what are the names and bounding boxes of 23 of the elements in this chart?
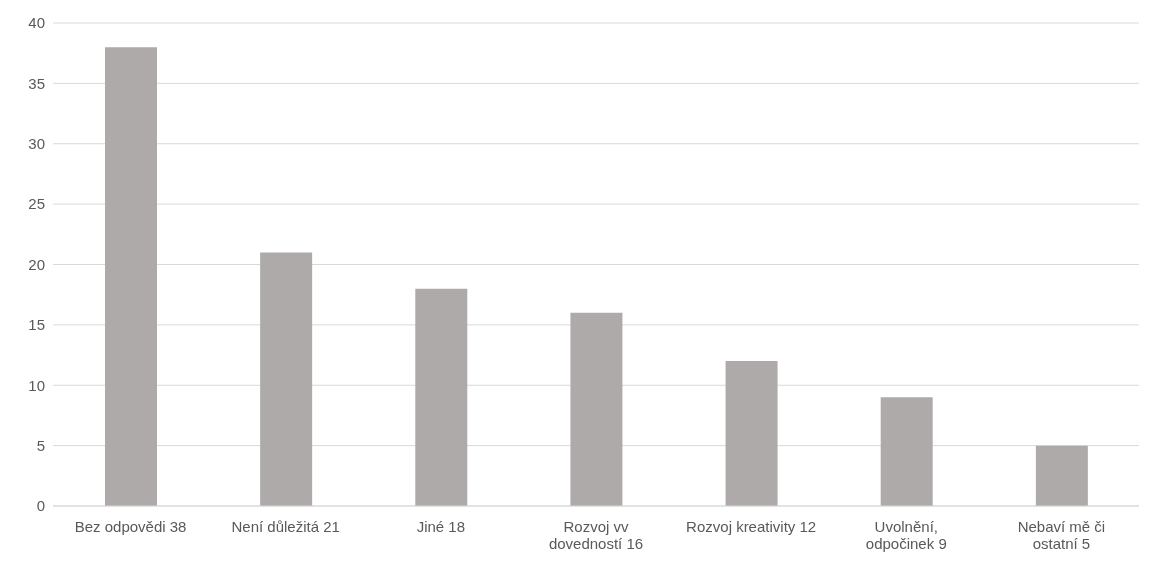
bar	[570, 312, 623, 506]
x-tick-label: Rozvoj kreativity 12	[686, 517, 817, 535]
x-tick-label: Rozvoj vv dovedností 16	[548, 517, 644, 552]
bar	[880, 397, 933, 506]
y-tick-label: 5	[36, 436, 45, 454]
y-tick-label: 30	[28, 135, 45, 153]
bar	[105, 47, 157, 506]
x-tick-label: Uvolnění, odpočinek 9	[865, 517, 947, 552]
x-tick-label: Bez odpovědi 38	[74, 517, 187, 535]
y-tick-label: 15	[28, 316, 45, 334]
bar	[725, 361, 778, 506]
y-tick-label: 35	[28, 74, 45, 92]
bar	[260, 252, 313, 506]
y-tick-label: 20	[28, 255, 45, 273]
bar	[415, 288, 468, 506]
y-tick-label: 25	[28, 195, 45, 213]
y-tick-label: 10	[28, 376, 45, 394]
x-tick-label: Jiné 18	[416, 517, 466, 535]
y-tick-label: 40	[28, 14, 45, 32]
y-tick-label: 0	[36, 497, 45, 515]
x-tick-label: Nebaví mě či ostatní 5	[1017, 517, 1106, 552]
x-tick-label: Není důležitá 21	[231, 517, 340, 535]
bar	[1035, 445, 1088, 506]
